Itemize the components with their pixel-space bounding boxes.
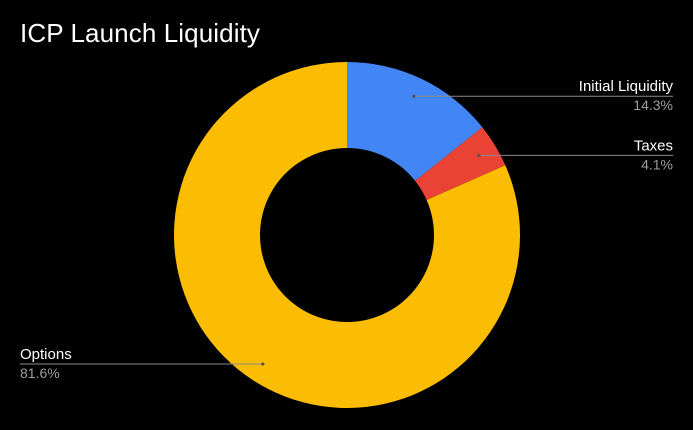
leader-dot-taxes bbox=[477, 153, 481, 157]
leader-dot-initial-liquidity bbox=[412, 94, 416, 98]
chart-title: ICP Launch Liquidity bbox=[20, 18, 261, 48]
slice-value-options: 81.6% bbox=[20, 365, 60, 381]
slice-label-taxes: Taxes bbox=[634, 137, 673, 154]
slice-taxes[interactable] bbox=[415, 127, 506, 200]
slice-options[interactable] bbox=[173, 62, 520, 408]
slice-label-initial-liquidity: Initial Liquidity bbox=[579, 78, 674, 95]
slice-value-initial-liquidity: 14.3% bbox=[633, 97, 673, 113]
slice-initial-liquidity[interactable] bbox=[347, 62, 483, 181]
leader-dot-options bbox=[261, 362, 265, 366]
slice-value-taxes: 4.1% bbox=[641, 156, 673, 172]
slice-label-options: Options bbox=[20, 346, 72, 363]
